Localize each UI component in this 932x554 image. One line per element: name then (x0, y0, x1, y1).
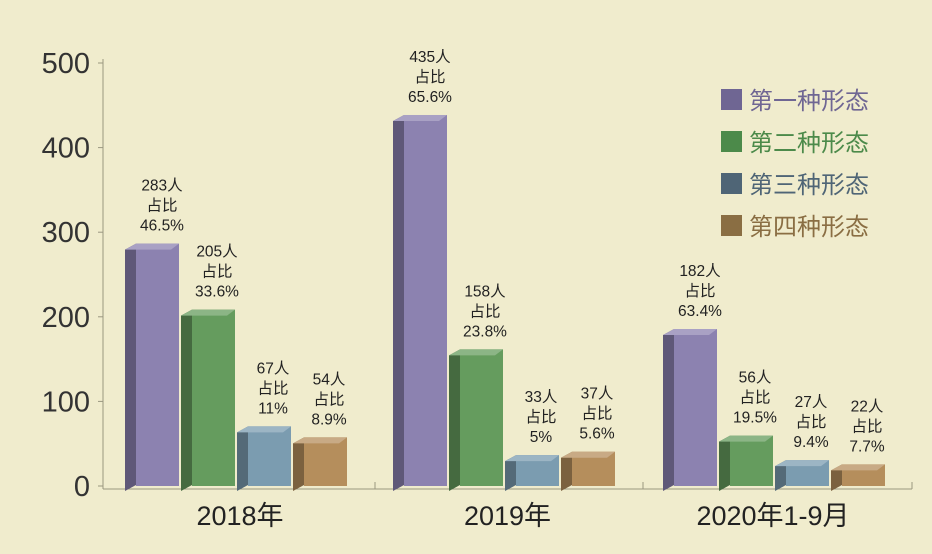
x-tick-label: 2020年1-9月 (696, 501, 849, 531)
bar-3-2 (505, 455, 559, 491)
bar-1-3 (663, 329, 717, 491)
bar-front (460, 349, 503, 486)
data-label: 283人 (141, 177, 182, 195)
data-label: 9.4% (793, 434, 829, 451)
legend-marker (721, 173, 742, 194)
data-label: 占比 (739, 389, 770, 407)
bar-side (393, 114, 404, 492)
bar-side (293, 437, 304, 491)
data-label: 46.5% (140, 218, 184, 235)
data-label: 占比 (684, 282, 715, 300)
data-label: 占比 (146, 197, 177, 215)
data-label: 67人 (257, 359, 290, 377)
bar-side (125, 243, 136, 491)
bar-3-3 (775, 460, 829, 491)
bar-4-1 (293, 437, 347, 491)
bar-4-2 (561, 451, 615, 491)
data-label: 占比 (469, 302, 500, 320)
data-label: 182人 (679, 262, 720, 280)
data-label: 33人 (525, 388, 558, 406)
data-label: 435人 (409, 48, 450, 66)
y-tick-label: 300 (42, 217, 90, 249)
data-label: 22人 (851, 397, 884, 415)
bar-front (192, 309, 235, 486)
x-tick-label: 2018年 (196, 501, 283, 531)
data-label: 205人 (196, 243, 237, 261)
y-tick-label: 500 (42, 48, 90, 80)
bar-top (125, 243, 179, 250)
data-label: 占比 (795, 413, 826, 431)
data-label: 7.7% (849, 438, 885, 455)
bar-side (719, 435, 730, 491)
legend-label: 第一种形态 (749, 88, 869, 115)
bar-side (663, 329, 674, 491)
legend-marker (721, 131, 742, 152)
legend-label: 第二种形态 (749, 130, 869, 157)
bar-front (674, 329, 717, 486)
data-label: 65.6% (408, 89, 452, 106)
data-label: 158人 (464, 282, 505, 300)
legend-marker (721, 89, 742, 110)
bar-side (775, 460, 786, 491)
data-label: 占比 (851, 417, 882, 435)
bar-1-1 (125, 243, 179, 491)
data-label: 5% (530, 429, 553, 446)
data-label: 占比 (313, 390, 344, 408)
bar-side (237, 426, 248, 491)
data-label: 23.8% (463, 323, 507, 340)
bar-front (730, 435, 773, 486)
data-label: 27人 (795, 393, 828, 411)
data-label: 8.9% (311, 411, 347, 428)
bar-front (136, 243, 179, 486)
bar-front (404, 114, 447, 487)
bar-side (181, 309, 192, 491)
bar-side (505, 455, 516, 491)
data-label: 占比 (201, 263, 232, 281)
bar-2-3 (719, 435, 773, 491)
bar-2-2 (449, 349, 503, 491)
bar-top (505, 455, 559, 462)
bar-top (775, 460, 829, 467)
legend-label: 第三种形态 (749, 172, 869, 199)
bar-1-2 (393, 114, 447, 492)
data-label: 占比 (257, 379, 288, 397)
data-label: 56人 (739, 369, 772, 387)
bar-front (248, 426, 291, 486)
bar-top (237, 426, 291, 433)
data-label: 5.6% (579, 426, 615, 443)
bar-side (831, 464, 842, 491)
data-label: 占比 (525, 408, 556, 426)
bar-top (719, 435, 773, 442)
data-label: 63.4% (678, 303, 722, 320)
bar-top (663, 329, 717, 336)
bar-side (449, 349, 460, 491)
data-label: 33.6% (195, 284, 239, 301)
x-tick-label: 2019年 (464, 501, 551, 531)
bar-top (561, 451, 615, 458)
y-tick-label: 200 (42, 302, 90, 334)
bar-top (293, 437, 347, 444)
data-label: 11% (258, 400, 288, 417)
bar-top (393, 114, 447, 121)
data-label: 54人 (313, 370, 346, 388)
bar-top (831, 464, 885, 471)
y-tick-label: 0 (74, 471, 90, 503)
y-tick-label: 400 (42, 133, 90, 165)
legend-marker (721, 215, 742, 236)
bar-front (304, 437, 347, 486)
bar-top (181, 309, 235, 316)
bar-top (449, 349, 503, 356)
data-label: 19.5% (733, 410, 777, 427)
data-label: 占比 (414, 68, 445, 86)
y-tick-label: 100 (42, 386, 90, 418)
bar-3-1 (237, 426, 291, 491)
bar-side (561, 451, 572, 491)
bar-4-3 (831, 464, 885, 491)
data-label: 37人 (581, 385, 614, 403)
data-label: 占比 (581, 405, 612, 423)
bar-2-1 (181, 309, 235, 491)
legend-label: 第四种形态 (749, 214, 869, 241)
